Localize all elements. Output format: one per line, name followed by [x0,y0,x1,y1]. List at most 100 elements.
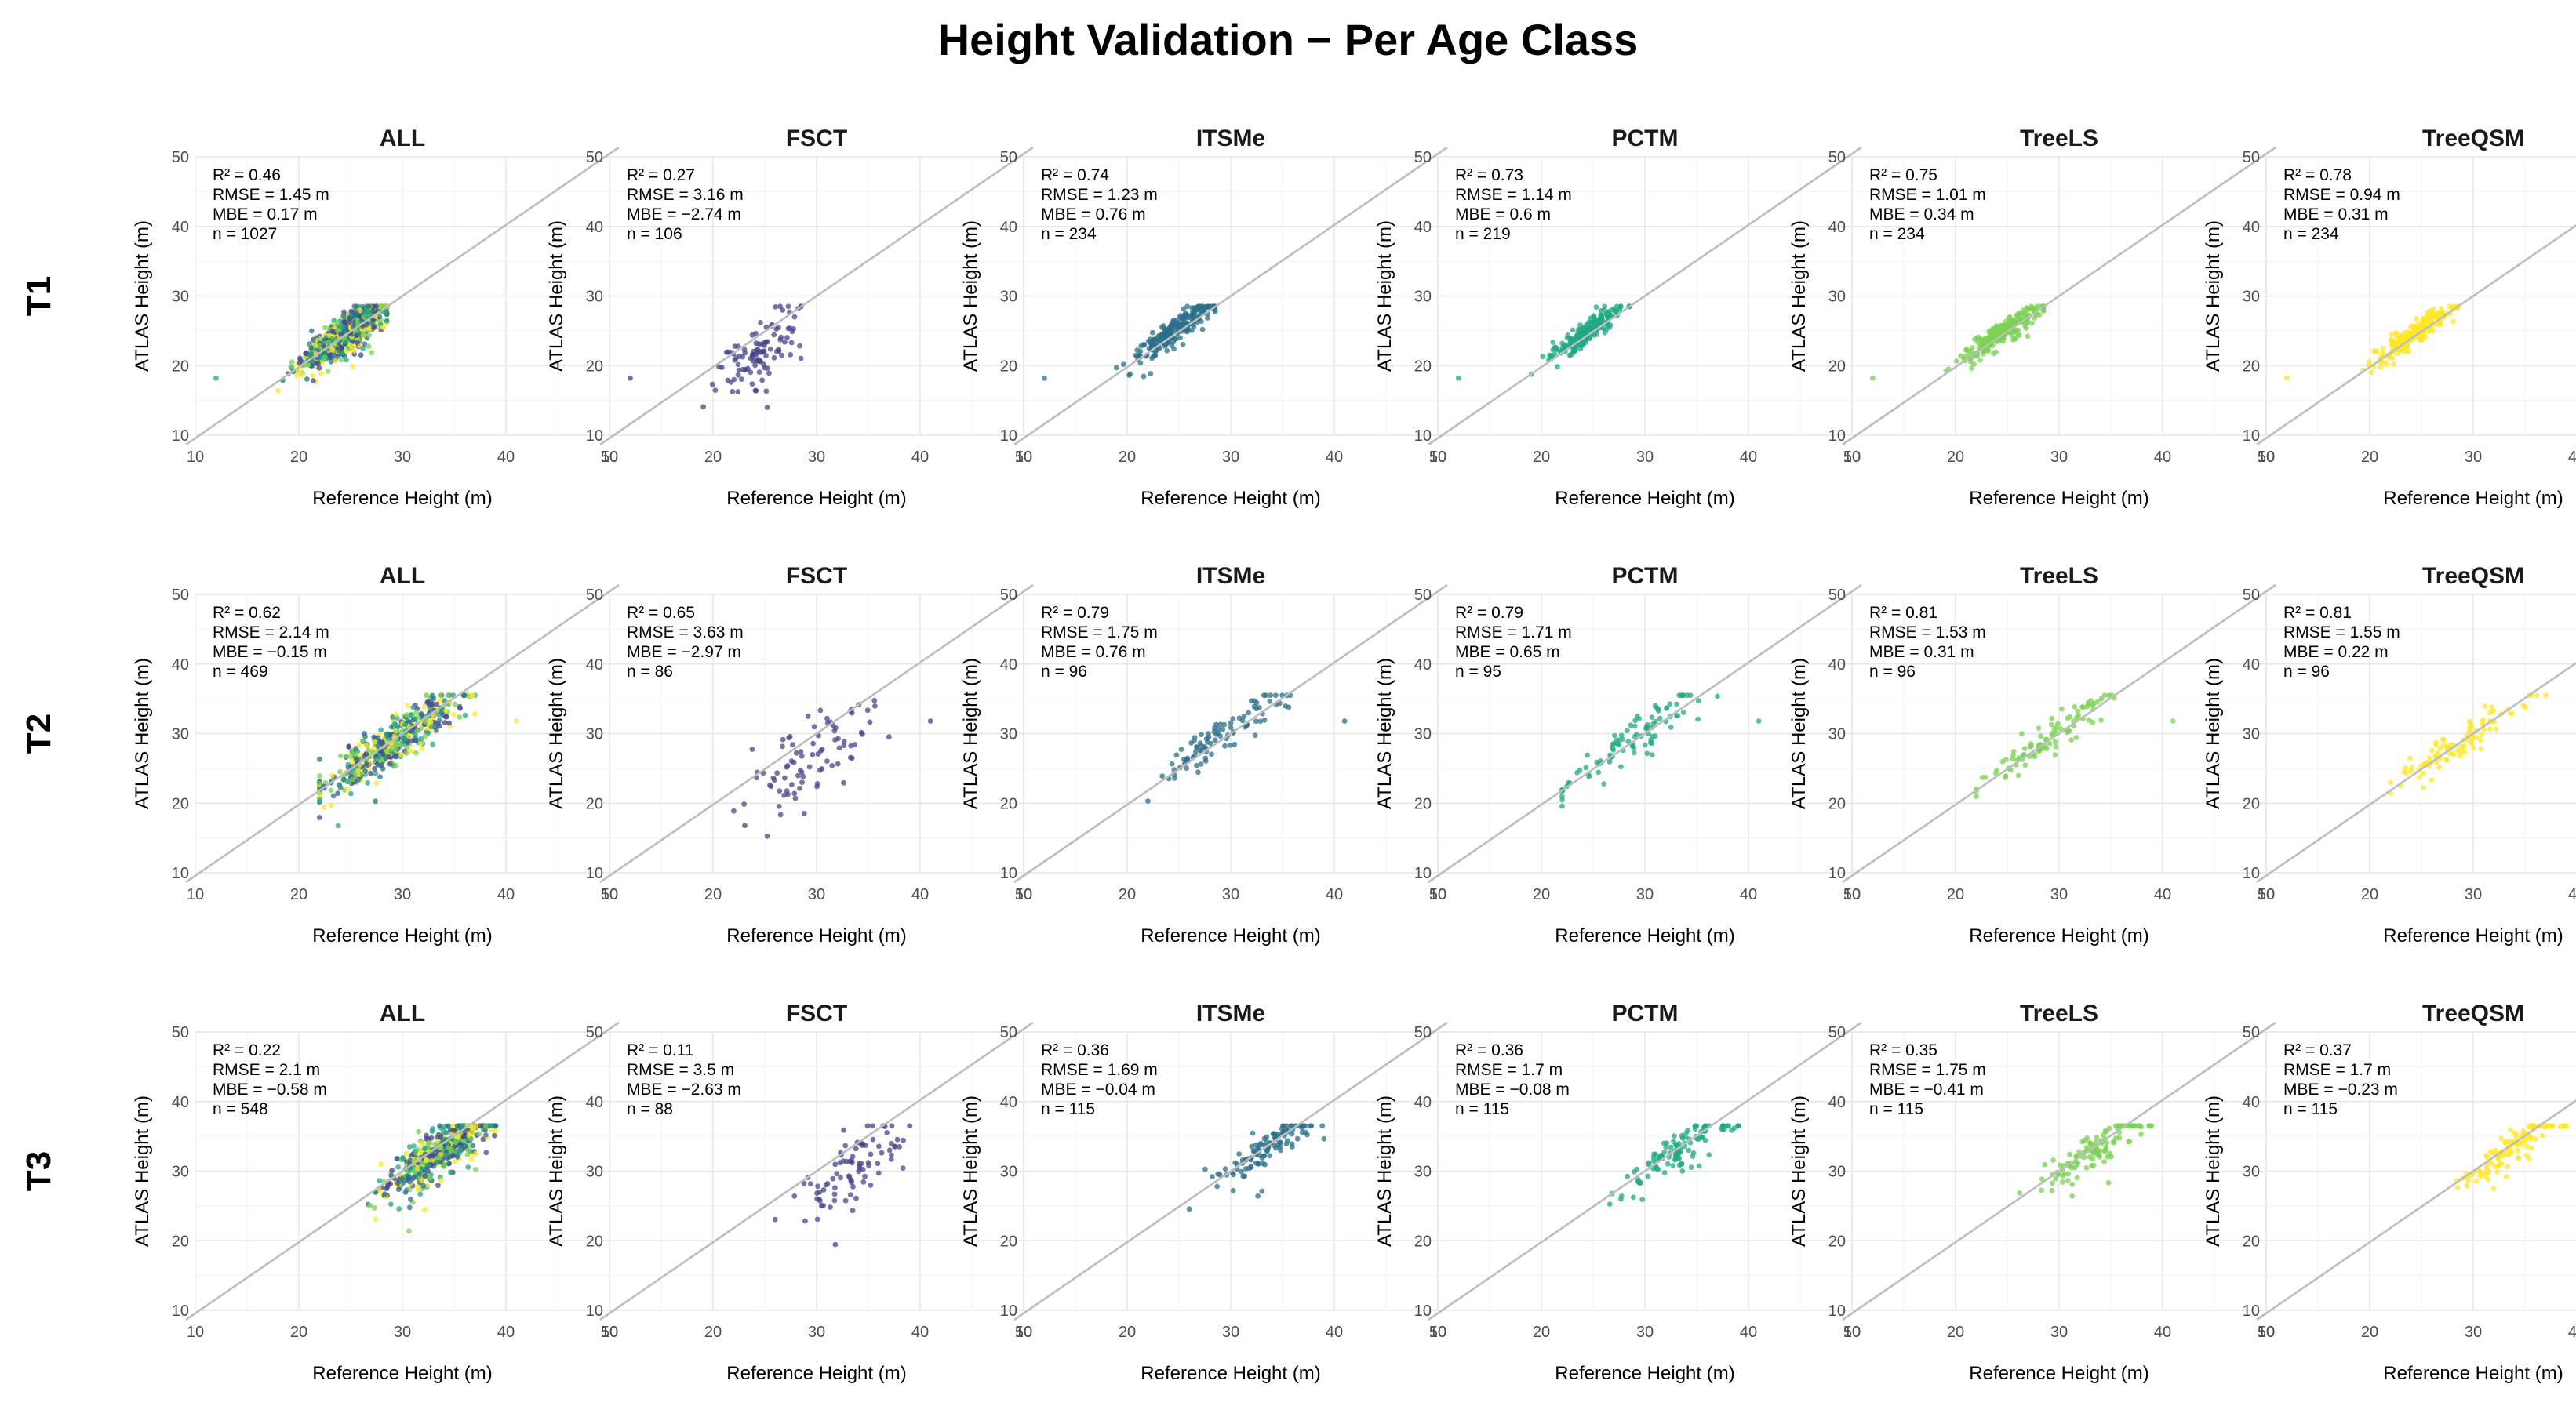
data-point [864,1123,871,1129]
x-tick-label: 10 [2258,886,2275,903]
panel-title: TreeQSM [2422,1001,2524,1026]
data-point [1668,725,1674,730]
data-point [462,712,468,718]
data-point [468,1136,474,1142]
y-tick-label: 10 [2243,427,2260,445]
data-point [1152,337,1158,343]
scatter-points [2388,692,2549,796]
data-point [811,724,817,730]
data-point [841,1127,846,1133]
data-point [1577,322,1583,328]
data-point [1672,1133,1677,1139]
data-point [337,768,343,775]
data-point [1731,1125,1737,1131]
data-point [2083,1145,2090,1151]
data-point [473,1150,479,1157]
data-point [868,1151,874,1157]
data-point [2503,1140,2509,1146]
data-point [407,1186,413,1193]
data-point [1173,318,1179,324]
data-point [864,707,871,714]
data-point [344,779,351,785]
data-point [1608,312,1614,318]
data-point [434,1159,440,1165]
y-tick-label: 30 [1414,726,1432,743]
data-point [378,727,384,733]
panel-title: TreeLS [2020,1001,2098,1026]
one-to-one-line [599,583,1034,884]
x-tick-label: 20 [1533,449,1550,466]
data-point [2105,692,2112,699]
data-point [872,703,878,709]
data-point [2049,1187,2055,1193]
data-point [817,707,824,714]
y-tick-label: 40 [586,219,603,236]
data-point [763,353,769,358]
x-tick-label: 10 [187,449,204,466]
data-point [784,335,790,340]
data-point [2436,750,2441,755]
data-point [1680,710,1686,715]
data-point [2084,703,2090,710]
data-point [1171,346,1177,352]
data-point [1632,718,1639,724]
data-point [2368,369,2374,376]
data-point [1212,309,1218,314]
data-point [2036,312,2043,318]
data-point [347,319,353,325]
data-point [2443,757,2450,763]
data-point [2039,1187,2045,1193]
data-point [2052,752,2058,757]
data-point [1198,747,1204,754]
data-point [2393,330,2399,336]
y-tick-label: 30 [172,1164,189,1181]
data-point [370,745,377,750]
data-point [735,361,741,368]
one-to-one-line [185,146,620,446]
stat-rmse: RMSE = 1.7 m [1455,1061,1563,1079]
data-point [1272,1131,1278,1137]
data-point [1696,1163,1702,1169]
data-point [1555,364,1560,370]
data-point [2470,745,2476,751]
data-point [338,357,344,363]
data-point [440,1128,446,1134]
data-point [2480,717,2486,723]
stat-rmse: RMSE = 1.71 m [1455,623,1572,641]
data-point [1715,693,1720,699]
data-point [2039,1176,2045,1183]
data-point [767,782,773,788]
data-point [380,1178,386,1184]
data-point [488,1123,493,1129]
data-point [465,1164,471,1170]
y-tick-label: 30 [172,726,189,743]
data-point [842,1143,849,1149]
stat-n: n = 115 [1455,1100,1509,1118]
x-tick-label: 20 [704,449,722,466]
data-point [1650,721,1657,727]
data-point [1603,327,1609,333]
data-point [365,779,371,786]
one-to-one-line [1013,146,1448,446]
x-tick-label: 20 [2361,886,2378,903]
data-point [824,715,830,721]
one-to-one-line [185,583,620,884]
y-axis-title: ATLAS Height (m) [546,1095,567,1247]
y-tick-label: 10 [2243,1302,2260,1320]
y-tick-label: 20 [2243,358,2260,375]
data-point [2417,325,2423,331]
data-point [2549,1123,2555,1129]
data-point [1249,1143,1255,1150]
data-point [347,343,354,348]
data-point [422,718,428,725]
data-point [480,1136,486,1143]
data-point [1582,340,1588,346]
data-point [773,304,779,310]
data-point [1199,732,1204,738]
data-point [362,768,368,774]
x-axis-title: Reference Height (m) [1141,925,1320,946]
stat-n: n = 115 [2283,1100,2338,1118]
data-point [853,1146,859,1152]
data-point [357,752,363,758]
